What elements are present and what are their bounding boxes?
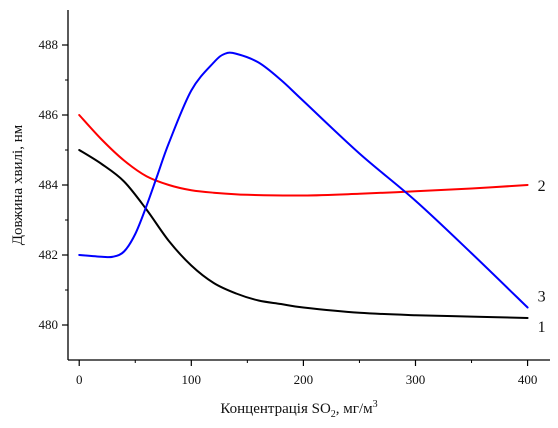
- x-tick-label: 200: [294, 372, 314, 387]
- x-tick-label: 100: [182, 372, 202, 387]
- series-labels: 1 2 3: [538, 178, 546, 336]
- x-axis-label-main: Концентрація SO: [220, 401, 331, 417]
- series-label-1: 1: [538, 319, 546, 336]
- y-tick-label: 484: [39, 177, 59, 192]
- x-axis-label-superscript: 3: [373, 399, 378, 410]
- x-tick-label: 400: [518, 372, 538, 387]
- series-line-2: [78, 114, 529, 197]
- x-tick-label: 0: [76, 372, 83, 387]
- series-line-1: [78, 149, 529, 319]
- series-label-2: 2: [538, 178, 546, 195]
- y-axis-label: Довжина хвилі, нм: [10, 124, 26, 245]
- y-tick-label: 482: [39, 247, 59, 262]
- x-axis-label-subscript: 2: [331, 409, 336, 420]
- y-tick-label: 480: [39, 317, 59, 332]
- x-axis-label-unit: , мг/м: [336, 401, 373, 417]
- x-tick-label: 300: [406, 372, 426, 387]
- series-label-3: 3: [538, 289, 546, 306]
- x-axis-label: Концентрація SO2, мг/м3: [220, 399, 377, 420]
- series-line-3: [78, 51, 529, 309]
- x-axis: 0 100 200 300 400: [76, 360, 537, 387]
- y-tick-label: 486: [39, 107, 59, 122]
- y-tick-label: 488: [39, 37, 59, 52]
- series-layer: [78, 51, 529, 319]
- y-axis: 480 482 484 486 488: [39, 37, 68, 332]
